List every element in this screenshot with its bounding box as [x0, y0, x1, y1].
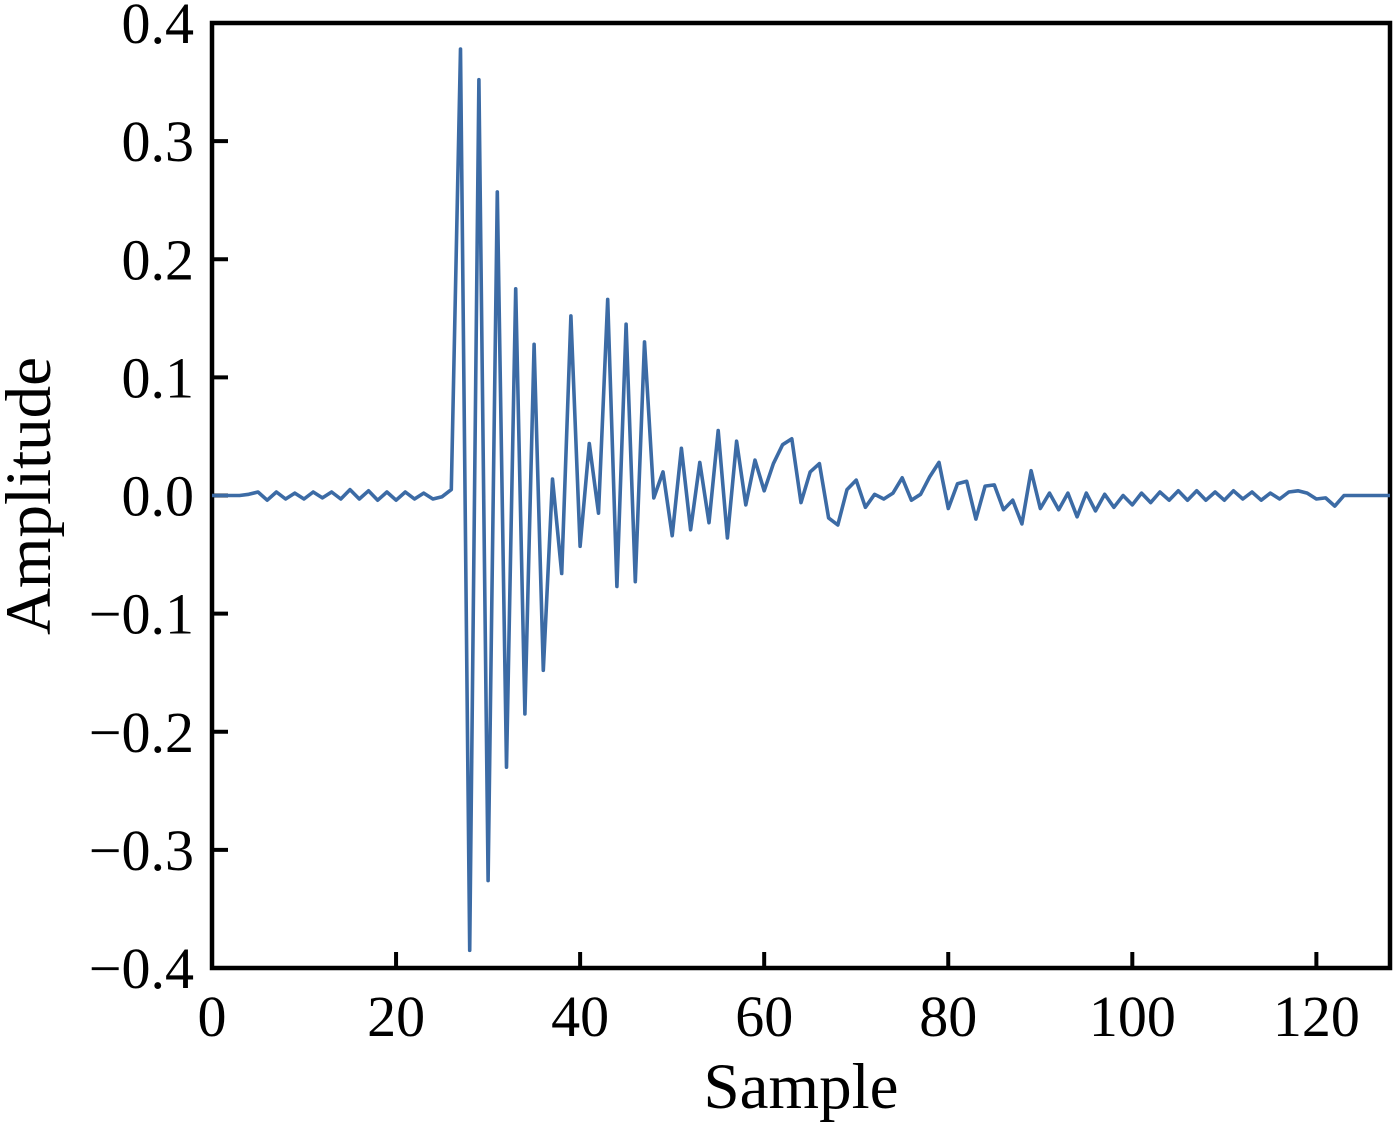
- waveform-line: [212, 47, 1390, 953]
- x-axis-tick-labels: 0 20 40 60 80 100 120: [198, 984, 1360, 1049]
- y-tick-label: 0.4: [122, 0, 195, 56]
- x-tick-label: 0: [198, 984, 227, 1049]
- y-tick-label: −0.3: [89, 818, 194, 883]
- x-tick-label: 60: [735, 984, 793, 1049]
- x-tick-label: 40: [551, 984, 609, 1049]
- x-axis-ticks: [210, 952, 1319, 968]
- y-tick-label: −0.1: [89, 582, 194, 647]
- y-tick-label: −0.2: [89, 700, 194, 765]
- x-axis-title: Sample: [704, 1051, 899, 1123]
- x-tick-label: 20: [367, 984, 425, 1049]
- waveform-series: [212, 47, 1390, 953]
- y-tick-label: 0.3: [122, 109, 195, 174]
- x-tick-label: 80: [919, 984, 977, 1049]
- y-tick-label: 0.0: [122, 464, 195, 529]
- y-tick-label: 0.2: [122, 227, 195, 292]
- x-tick-label: 100: [1089, 984, 1176, 1049]
- y-axis-tick-labels: 0.4 0.3 0.2 0.1 0.0 −0.1 −0.2 −0.3 −0.4: [89, 0, 194, 1001]
- y-tick-label: 0.1: [122, 345, 195, 410]
- y-axis-title: Amplitude: [0, 357, 65, 635]
- x-tick-label: 120: [1273, 984, 1360, 1049]
- y-tick-label: −0.4: [89, 936, 194, 1001]
